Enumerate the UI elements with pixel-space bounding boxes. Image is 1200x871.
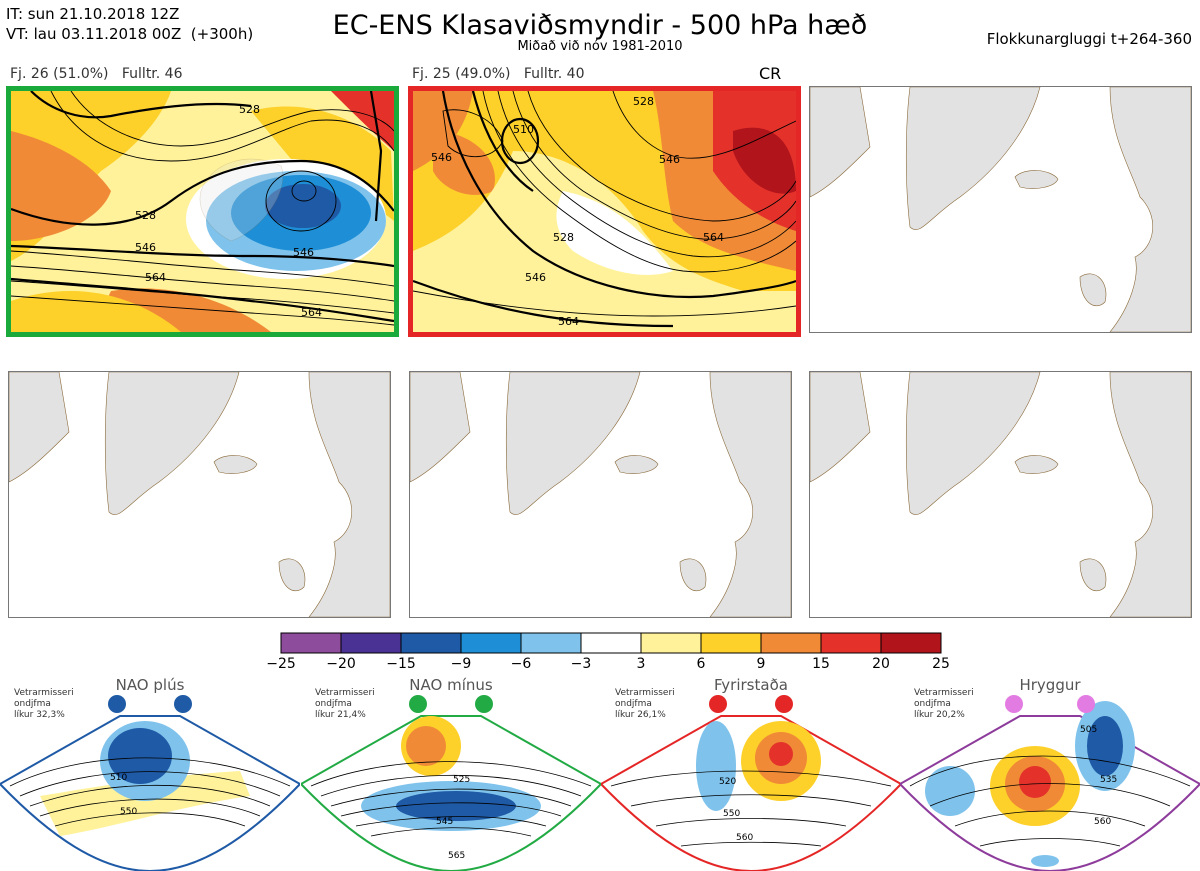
cluster-2-anomaly-field: 528 510 546 546 528 546 564 564 [413, 91, 796, 332]
colorbar-tick-label: 6 [696, 656, 706, 672]
contour-label: 528 [239, 103, 260, 116]
cluster-1-map[interactable]: 528 528 546 546 564 564 [6, 86, 399, 337]
colorbar-tick-label: −25 [266, 656, 296, 672]
vt-line: VT: lau 03.11.2018 00Z (+300h) [6, 25, 254, 43]
colorbar-swatch [580, 632, 642, 654]
colorbar-swatch [520, 632, 582, 654]
regime-name: NAO mínus [409, 676, 493, 694]
colorbar-swatch [820, 632, 882, 654]
contour-label: 546 [525, 271, 546, 284]
cluster-2-label: Fj. 25 (49.0%) Fulltr. 40 [412, 66, 585, 82]
colorbar-tick-label: −15 [386, 656, 416, 672]
colorbar-tick-label: −20 [326, 656, 356, 672]
contour-label: 550 [723, 809, 740, 819]
regime-blocking[interactable]: Fyrirstaða Vetrarmisseri ondjfma líkur 2… [601, 676, 901, 871]
contour-label: 564 [703, 231, 724, 244]
contour-label: 564 [145, 271, 166, 284]
page-title: EC-ENS Klasaviðsmyndir - 500 hPa hæð [332, 10, 868, 41]
empty-map-3[interactable] [409, 371, 792, 618]
colorbar-swatch [460, 632, 522, 654]
contour-label: 510 [110, 773, 127, 783]
colorbar-tick-label: 20 [872, 656, 890, 672]
regime-map: 510 550 [0, 695, 300, 871]
regime-nao-minus[interactable]: NAO mínus Vetrarmisseri ondjfma líkur 21… [301, 676, 601, 871]
colorbar-swatch [280, 632, 342, 654]
contour-label: 505 [1080, 725, 1097, 735]
contour-label: 528 [135, 209, 156, 222]
colorbar-tick-label: 9 [756, 656, 766, 672]
regime-name: NAO plús [115, 676, 185, 694]
regime-name: Hryggur [1019, 676, 1081, 694]
contour-label: 564 [301, 306, 322, 319]
contour-label: 528 [553, 231, 574, 244]
empty-map-1[interactable] [809, 86, 1192, 333]
empty-map-4[interactable] [809, 371, 1192, 618]
colorbar-tick-label: −9 [450, 656, 472, 672]
colorbar-tick-label: 3 [636, 656, 646, 672]
cluster-1-size: Fj. 26 (51.0%) [10, 66, 109, 82]
empty-map-2[interactable] [8, 371, 391, 618]
run-info: IT: sun 21.10.2018 12Z VT: lau 03.11.2018… [6, 4, 253, 44]
cluster-1-anomaly-field: 528 528 546 546 564 564 [11, 91, 394, 332]
cluster-2-map[interactable]: 528 510 546 546 528 546 564 564 [408, 86, 801, 337]
regime-map: 525 545 565 [301, 695, 601, 871]
contour-label: 545 [436, 817, 453, 827]
contour-label: 528 [633, 95, 654, 108]
contour-label: 520 [719, 777, 736, 787]
contour-label: 535 [1100, 775, 1117, 785]
regime-map: 505 535 560 [900, 695, 1200, 871]
contour-label: 546 [431, 151, 452, 164]
contour-label: 546 [135, 241, 156, 254]
regime-note: Vetrarmisseri ondjfma líkur 20,2% [914, 688, 974, 720]
colorbar-swatches [280, 632, 942, 654]
colorbar-swatch [340, 632, 402, 654]
it-line: IT: sun 21.10.2018 12Z [6, 5, 180, 23]
cluster-2-representative: Fulltr. 40 [523, 66, 585, 82]
contour-label: 560 [736, 833, 753, 843]
colorbar-swatch [700, 632, 762, 654]
coastline-map [9, 372, 390, 617]
coastline-map [810, 372, 1191, 617]
cluster-1-representative: Fulltr. 46 [121, 66, 183, 82]
coastline-map [410, 372, 791, 617]
page-subtitle: Miðað við nóv 1981-2010 [517, 39, 683, 54]
contour-label: 564 [558, 315, 579, 328]
regime-map: 520 550 560 [601, 695, 901, 871]
colorbar-swatch [400, 632, 462, 654]
colorbar-tick-label: 25 [932, 656, 950, 672]
contour-label: 510 [513, 123, 534, 136]
regime-note: Vetrarmisseri ondjfma líkur 21,4% [315, 688, 375, 720]
regime-nao-plus[interactable]: NAO plús Vetrarmisseri ondjfma líkur 32,… [0, 676, 300, 871]
colorbar-swatch [880, 632, 942, 654]
cluster-1-label: Fj. 26 (51.0%) Fulltr. 46 [10, 66, 183, 82]
colorbar-swatch [640, 632, 702, 654]
cluster-2-size: Fj. 25 (49.0%) [412, 66, 511, 82]
colorbar-tick-label: −6 [510, 656, 532, 672]
regime-note: Vetrarmisseri ondjfma líkur 26,1% [615, 688, 675, 720]
classification-window: Flokkunargluggi t+264-360 [986, 30, 1192, 48]
colorbar-tick-label: −3 [570, 656, 592, 672]
contour-label: 560 [1094, 817, 1111, 827]
colorbar [280, 632, 944, 658]
colorbar-tick-label: 15 [812, 656, 830, 672]
contour-label: 565 [448, 851, 465, 861]
contour-label: 525 [453, 775, 470, 785]
regime-ridge[interactable]: Hryggur Vetrarmisseri ondjfma líkur 20,2… [900, 676, 1200, 871]
regime-note: Vetrarmisseri ondjfma líkur 32,3% [14, 688, 74, 720]
colorbar-swatch [760, 632, 822, 654]
contour-label: 546 [659, 153, 680, 166]
cluster-2-regime-tag: CR [759, 64, 782, 83]
contour-label: 550 [120, 807, 137, 817]
coastline-map [810, 87, 1191, 332]
contour-label: 546 [293, 246, 314, 259]
regime-name: Fyrirstaða [714, 676, 788, 694]
